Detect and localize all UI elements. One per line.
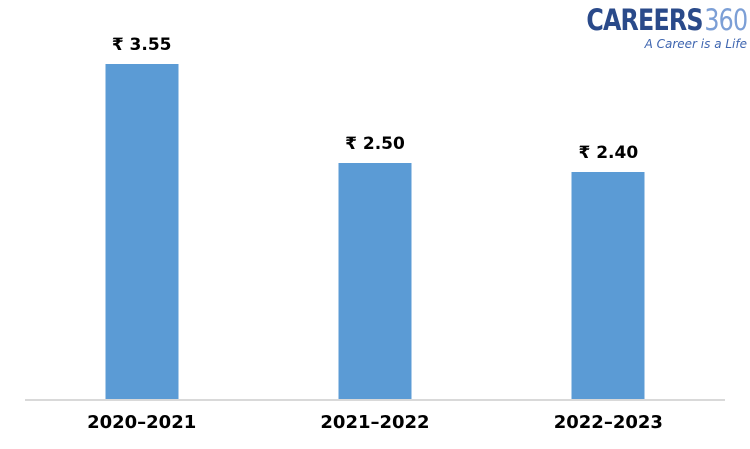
bar: [571, 172, 645, 399]
bar-value-label: ₹ 2.50: [345, 134, 405, 154]
bar-group: ₹ 3.55: [25, 0, 258, 399]
x-axis-label: 2020–2021: [87, 412, 197, 433]
bar-group: ₹ 2.40: [492, 0, 725, 399]
bar-value-label: ₹ 3.55: [111, 35, 172, 55]
x-axis-labels: 2020–2021 2021–2022 2022–2023: [25, 412, 725, 433]
logo-tagline: A Career is a Life: [644, 37, 747, 51]
x-axis-line: [25, 399, 725, 401]
bar-value-label: ₹ 2.40: [578, 143, 639, 163]
logo-suffix-text: 360: [704, 3, 748, 37]
logo-brand-text: CAREERS: [586, 3, 703, 37]
x-axis-label: 2022–2023: [553, 412, 663, 433]
logo-wordmark: CAREERS360: [586, 3, 748, 37]
bar-chart: ₹ 3.55 ₹ 2.50 ₹ 2.40 2020–2021 2021–2022 202…: [25, 0, 725, 433]
bar: [105, 64, 179, 399]
bar: [338, 163, 412, 399]
plot-area: ₹ 3.55 ₹ 2.50 ₹ 2.40: [25, 0, 725, 399]
bar-group: ₹ 2.50: [258, 0, 491, 399]
careers360-logo: CAREERS360 A Career is a Life: [551, 3, 748, 51]
x-axis-label: 2021–2022: [320, 412, 430, 433]
